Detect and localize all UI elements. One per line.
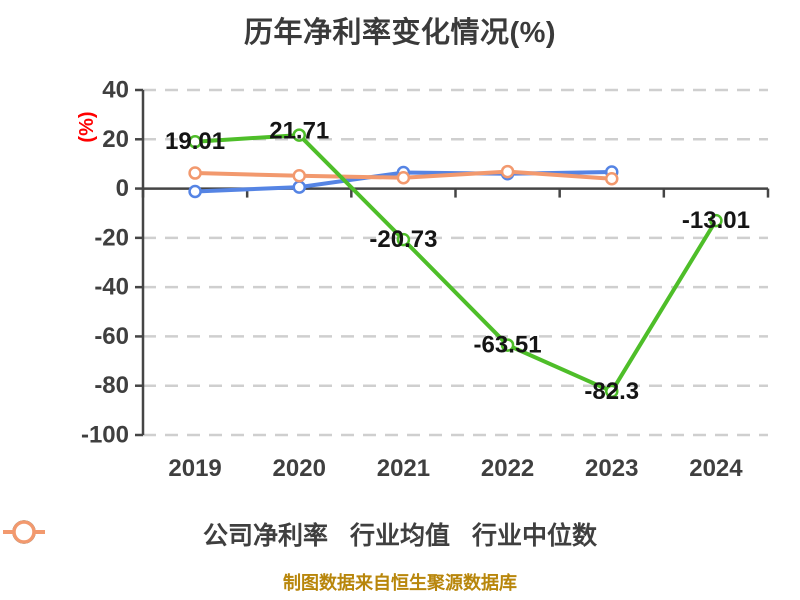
series-point-industry-median xyxy=(188,166,202,180)
data-label-company-net-margin: -82.3 xyxy=(584,378,639,405)
series-point-industry-median xyxy=(605,171,619,186)
series-point-company-net-margin xyxy=(709,213,723,228)
y-tick-label: -40 xyxy=(94,274,129,301)
legend-label: 公司净利率 xyxy=(202,522,328,550)
data-source-note: 制图数据来自恒生聚源数据库 xyxy=(283,573,517,593)
series-point-industry-mean xyxy=(292,180,306,194)
x-tick-label: 2023 xyxy=(585,455,638,482)
y-axis-unit-label: (%) xyxy=(76,111,98,143)
series-point-company-net-margin xyxy=(605,384,619,399)
y-tick-label: -60 xyxy=(94,323,129,350)
y-tick-label: 0 xyxy=(116,175,129,202)
series-point-industry-median xyxy=(396,170,411,185)
data-label-company-net-margin: 19.01 xyxy=(165,128,225,155)
legend-item-industry-median[interactable]: 行业中位数 xyxy=(3,516,598,552)
x-tick-label: 2020 xyxy=(273,455,326,482)
y-tick-label: 20 xyxy=(102,126,129,153)
series-point-industry-median xyxy=(500,164,515,179)
series-point-company-net-margin xyxy=(396,232,411,247)
line-marker-icon xyxy=(3,520,45,544)
x-tick-label: 2024 xyxy=(689,455,743,482)
series-point-industry-median xyxy=(292,169,306,183)
legend-item-company-net-margin[interactable]: 公司净利率 xyxy=(3,516,328,552)
x-tick-label: 2022 xyxy=(481,455,534,482)
series-point-company-net-margin xyxy=(500,338,515,352)
legend-label: 行业中位数 xyxy=(472,522,598,550)
x-tick-label: 2019 xyxy=(168,455,221,482)
data-label-company-net-margin: -13.01 xyxy=(682,207,750,234)
data-label-company-net-margin: -20.73 xyxy=(369,226,437,253)
chart-title: 历年净利率变化情况(%) xyxy=(243,17,557,49)
x-tick-label: 2021 xyxy=(377,455,430,482)
legend-item-industry-mean[interactable]: 行业均值 xyxy=(3,516,450,552)
series-point-company-net-margin xyxy=(292,128,306,142)
legend-label: 行业均值 xyxy=(349,522,450,550)
series-point-company-net-margin xyxy=(188,134,202,149)
y-tick-label: -100 xyxy=(81,422,129,449)
data-label-company-net-margin: -63.51 xyxy=(474,332,542,359)
y-tick-label: -80 xyxy=(94,372,129,399)
y-tick-label: 40 xyxy=(102,77,129,104)
series-line-company-net-margin xyxy=(193,133,718,394)
series-point-industry-mean xyxy=(188,184,202,199)
data-label-company-net-margin: 21.71 xyxy=(269,118,329,145)
legend: 公司净利率 行业均值 行业中位数 xyxy=(0,516,800,552)
y-tick-label: -20 xyxy=(94,224,129,251)
